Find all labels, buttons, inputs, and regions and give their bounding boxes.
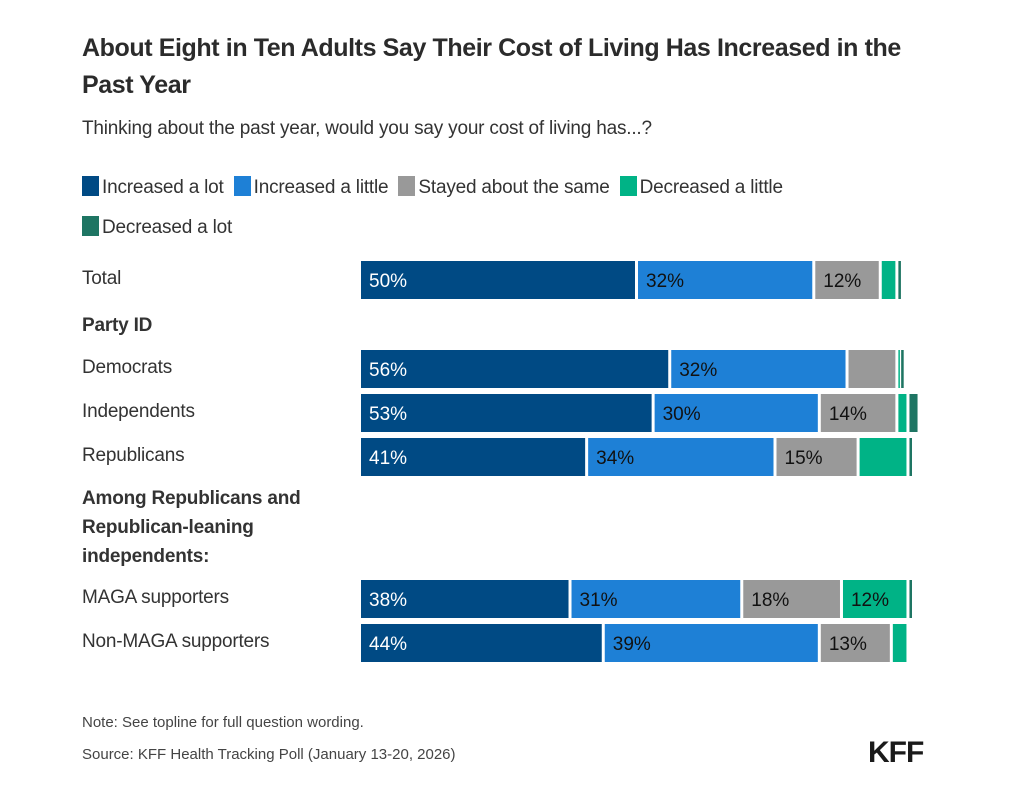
- bar-segment: [571, 580, 741, 618]
- bar-segment: [820, 394, 896, 432]
- legend-item: Increased a little: [233, 168, 389, 208]
- legend-swatch: [233, 176, 251, 196]
- bar-segment: [743, 580, 840, 618]
- legend-swatch: [82, 176, 99, 196]
- bar-segment: [671, 350, 846, 388]
- bar-segment: [898, 394, 907, 432]
- bar-segment: [909, 438, 912, 476]
- legend-label: Decreased a little: [639, 177, 783, 198]
- legend-label: Decreased a lot: [102, 217, 233, 238]
- bar-segment: [881, 261, 896, 299]
- bar-segment: [898, 350, 900, 388]
- row-label: Democrats: [82, 357, 173, 378]
- bar-segment: [842, 580, 907, 618]
- data-label: 39%: [613, 634, 651, 655]
- row-label: Independents: [82, 401, 195, 422]
- bar-segment: [654, 394, 818, 432]
- data-label: 38%: [369, 590, 407, 611]
- bar-segment: [892, 624, 907, 662]
- bar-segment: [361, 580, 569, 618]
- group-label: Among Republicans and Republican-leaning…: [82, 488, 301, 567]
- data-label: 44%: [369, 634, 407, 655]
- data-label: 56%: [369, 360, 407, 381]
- bar-segment: [901, 350, 904, 388]
- legend: Increased a lot Increased a little Stayed …: [82, 168, 952, 248]
- bar-segment: [815, 261, 879, 299]
- data-label: 32%: [679, 360, 717, 381]
- data-label: 18%: [751, 590, 789, 611]
- kff-logo: KFF: [868, 736, 924, 769]
- data-label: 50%: [369, 271, 407, 292]
- data-label: 34%: [596, 448, 634, 469]
- data-label: 41%: [369, 448, 407, 469]
- legend-item: Decreased a lot: [82, 208, 232, 248]
- legend-item: Stayed about the same: [398, 168, 610, 208]
- chart-title: About Eight in Ten Adults Say Their Cost…: [82, 34, 901, 99]
- data-label: 31%: [580, 590, 618, 611]
- legend-item: Increased a lot: [82, 168, 224, 208]
- bar-segment: [909, 394, 918, 432]
- legend-swatch: [398, 176, 416, 196]
- row-label: Republicans: [82, 445, 185, 466]
- data-label: 53%: [369, 404, 407, 425]
- legend-item: Decreased a little: [619, 168, 783, 208]
- bar-segment: [588, 438, 774, 476]
- legend-label: Stayed about the same: [418, 177, 610, 198]
- data-label: 30%: [663, 404, 701, 425]
- bar-segment: [898, 261, 901, 299]
- bar-segment: [361, 261, 635, 299]
- legend-swatch: [619, 176, 637, 196]
- bar-segment: [361, 350, 669, 388]
- bar-segment: [820, 624, 890, 662]
- row-label: Non-MAGA supporters: [82, 631, 270, 652]
- bar-segment: [361, 624, 602, 662]
- chart-subtitle: Thinking about the past year, would you …: [82, 118, 652, 139]
- bar-segment: [776, 438, 857, 476]
- legend-label: Increased a lot: [102, 177, 224, 198]
- row-label: Total: [82, 268, 122, 289]
- bar-segment: [361, 438, 586, 476]
- data-label: 14%: [829, 404, 867, 425]
- data-label: 15%: [785, 448, 823, 469]
- bar-segment: [909, 580, 912, 618]
- row-label: MAGA supporters: [82, 587, 229, 608]
- bar-segment: [848, 350, 896, 388]
- bar-segment: [638, 261, 813, 299]
- data-label: 13%: [829, 634, 867, 655]
- legend-swatch: [82, 216, 99, 236]
- footnote: Note: See topline for full question word…: [82, 714, 364, 731]
- data-label: 12%: [851, 590, 889, 611]
- bar-segment: [859, 438, 907, 476]
- legend-label: Increased a little: [253, 177, 389, 198]
- bar-segment: [604, 624, 818, 662]
- source-note: Source: KFF Health Tracking Poll (Januar…: [82, 746, 456, 763]
- data-label: 12%: [823, 271, 861, 292]
- group-label: Party ID: [82, 315, 153, 336]
- bar-segment: [361, 394, 652, 432]
- data-label: 32%: [646, 271, 684, 292]
